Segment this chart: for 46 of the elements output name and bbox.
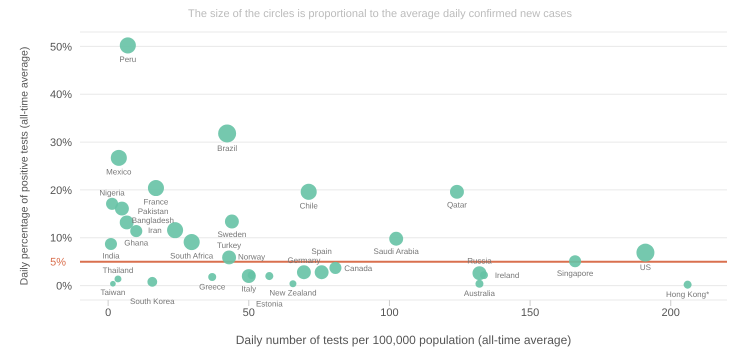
x-tick-label: 0 (105, 306, 112, 319)
y-tick-label: 10% (50, 232, 72, 245)
y-tick-label: 20% (50, 184, 72, 197)
annotation: New Zealand (269, 288, 317, 298)
annotation: Ghana (124, 238, 149, 248)
y-tick-label: 30% (50, 136, 72, 149)
x-tick-label: 200 (662, 306, 680, 319)
y-tick-label: 40% (50, 89, 72, 102)
chart-subtitle: The size of the circles is proportional to the average daily confirmed new cases (188, 8, 572, 20)
annotation: Ireland (494, 271, 520, 280)
annotation: Norway (238, 252, 266, 262)
annotation: Estonia (256, 300, 284, 309)
y-tick-label: 50% (50, 41, 72, 54)
annotation: Singapore (556, 268, 594, 278)
annotation: Chile (300, 201, 318, 210)
annotation: France (144, 198, 169, 207)
annotation: Pakistan (138, 207, 168, 216)
annotation: India (102, 252, 120, 261)
ref-line-label: 5% (50, 256, 66, 269)
annotation: Taiwan (100, 288, 126, 298)
annotation: Nigeria (99, 188, 126, 198)
annotation: Canada (344, 264, 373, 273)
annotation: South Korea (130, 297, 176, 306)
annotation: US (640, 263, 651, 272)
x-tick-label: 50 (242, 306, 255, 319)
annotation: Turkey (217, 240, 242, 250)
x-tick-label: 150 (520, 306, 540, 319)
x-axis-title: Daily number of tests per 100,000 population (all-time average) (236, 333, 572, 347)
annotation: Italy (241, 284, 256, 294)
y-tick-label: 0% (56, 280, 72, 293)
annotation: Mexico (106, 167, 132, 176)
annotation: Russia (467, 256, 492, 266)
annotation: Peru (119, 54, 136, 64)
annotation: Hong Kong* (666, 290, 710, 300)
annotation: Brazil (217, 144, 238, 153)
annotation: Saudi Arabia (374, 247, 420, 256)
annotation: Qatar (446, 200, 468, 210)
annotation: Sweden (217, 230, 246, 239)
y-axis-title: Daily percentage of positive tests (all-time average) (18, 46, 31, 286)
x-tick-label: 100 (380, 306, 399, 319)
annotation: Thailand (102, 266, 134, 275)
annotation: Spain (311, 246, 332, 256)
annotation: South Africa (170, 252, 214, 261)
annotation: Australia (464, 289, 496, 298)
annotation: Iran (148, 226, 162, 236)
annotation: Greece (199, 282, 226, 292)
